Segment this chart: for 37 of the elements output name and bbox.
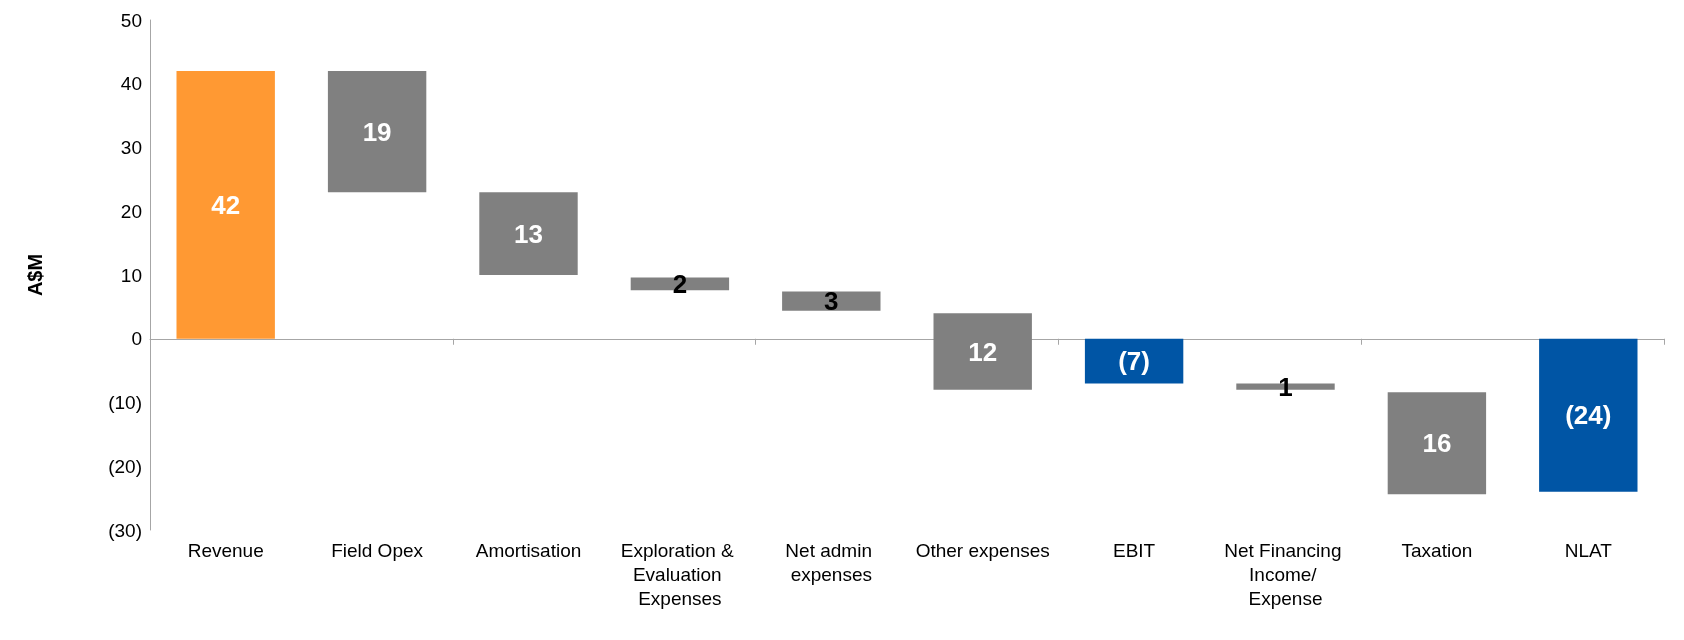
x-tick-label: Net admin expenses: [785, 539, 878, 585]
bar: [782, 291, 881, 311]
data-label: (24): [1565, 400, 1612, 431]
x-tick-label: Revenue: [187, 539, 264, 561]
x-tick-label: Field Opex: [331, 539, 424, 561]
data-label: 1: [1278, 371, 1293, 402]
y-tick-label: 50: [120, 9, 142, 31]
bar: [1387, 392, 1487, 495]
data-label: (7): [1118, 346, 1150, 377]
bar: [479, 192, 578, 275]
y-axis-title: A$M: [24, 253, 46, 297]
y-tick-label: 20: [120, 200, 142, 222]
bar: [1539, 338, 1638, 492]
data-label: 12: [968, 336, 998, 367]
y-tick-label: 40: [120, 73, 142, 95]
x-tick-label: Amortisation: [475, 539, 582, 561]
x-tick-label: Taxation: [1401, 539, 1473, 561]
data-label: 13: [514, 218, 543, 249]
data-label: 19: [362, 116, 392, 147]
y-tick-label: 30: [120, 137, 142, 158]
y-tick-label: 10: [120, 264, 142, 286]
y-tick-label: (20): [108, 455, 142, 477]
x-tick-label: EBIT: [1112, 539, 1156, 561]
y-tick-label: (30): [108, 519, 142, 541]
data-label: 16: [1422, 428, 1452, 459]
data-label: 42: [211, 189, 241, 220]
data-label: 3: [824, 286, 839, 317]
x-tick-label: NLAT: [1564, 539, 1613, 561]
x-tick-label: Exploration & Evaluation Expenses: [620, 539, 740, 609]
x-tick-label: Other expenses: [915, 539, 1050, 561]
y-tick-label: (10): [108, 392, 142, 413]
bar: [933, 313, 1032, 390]
x-tick-label: Net Financing Income/ Expense: [1224, 539, 1347, 609]
bar: [176, 71, 275, 339]
bar: [1084, 338, 1184, 384]
bar: [327, 71, 427, 193]
y-tick-label: 0: [131, 328, 142, 350]
